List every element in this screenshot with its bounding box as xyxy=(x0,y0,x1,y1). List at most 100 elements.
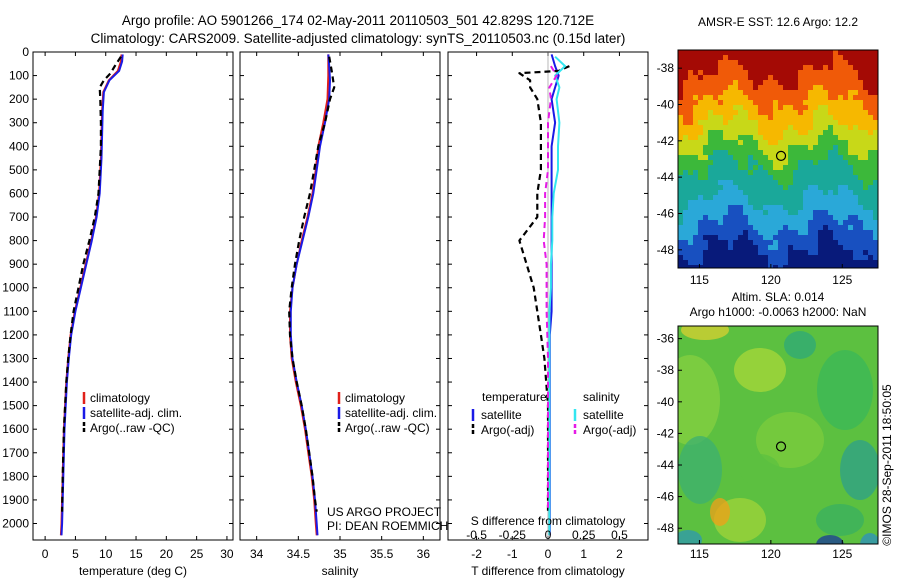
sst-cell xyxy=(733,60,738,65)
sst-cell xyxy=(783,235,788,240)
sst-cell xyxy=(793,50,798,55)
sst-cell xyxy=(683,140,688,145)
sst-cell xyxy=(838,205,843,210)
sst-cell xyxy=(718,135,723,140)
sst-cell xyxy=(698,60,703,65)
sst-cell xyxy=(793,185,798,190)
sst-cell xyxy=(678,155,683,160)
sst-cell xyxy=(718,220,723,225)
sst-cell xyxy=(848,110,853,115)
sst-cell xyxy=(813,100,818,105)
sst-cell xyxy=(828,75,833,80)
sst-cell xyxy=(863,120,868,125)
y-tick-label: -38 xyxy=(657,363,675,377)
sst-cell xyxy=(833,175,838,180)
sst-cell xyxy=(873,210,878,215)
sst-cell xyxy=(743,235,748,240)
sst-cell xyxy=(778,135,783,140)
sst-cell xyxy=(813,110,818,115)
sst-cell xyxy=(688,170,693,175)
sst-cell xyxy=(853,90,858,95)
sst-cell xyxy=(873,125,878,130)
sst-cell xyxy=(873,235,878,240)
sst-cell xyxy=(798,220,803,225)
x-tick-label: -1 xyxy=(507,547,518,561)
sst-cell xyxy=(728,140,733,145)
x-tick-label: 34.5 xyxy=(287,547,311,561)
sst-cell xyxy=(768,55,773,60)
sst-cell xyxy=(773,185,778,190)
sst-cell xyxy=(793,135,798,140)
sst-cell xyxy=(848,235,853,240)
sst-cell xyxy=(738,85,743,90)
sst-cell xyxy=(773,125,778,130)
sst-cell xyxy=(818,140,823,145)
sst-cell xyxy=(823,135,828,140)
sst-cell xyxy=(838,110,843,115)
map-field xyxy=(678,50,878,268)
sst-cell xyxy=(793,265,798,268)
sst-cell xyxy=(758,115,763,120)
legend-entry: Argo(..raw -QC) xyxy=(345,421,430,435)
sst-cell xyxy=(808,65,813,70)
sst-cell xyxy=(828,70,833,75)
sst-cell xyxy=(808,235,813,240)
sst-cell xyxy=(833,235,838,240)
sst-cell xyxy=(823,180,828,185)
sst-cell xyxy=(823,205,828,210)
x-tick-label: 5 xyxy=(72,547,79,561)
sst-cell xyxy=(678,235,683,240)
sst-cell xyxy=(758,145,763,150)
sst-cell xyxy=(803,100,808,105)
sst-cell xyxy=(803,230,808,235)
sst-cell xyxy=(858,255,863,260)
sst-cell xyxy=(798,50,803,55)
sst-cell xyxy=(863,220,868,225)
figure-title-line-2: Climatology: CARS2009. Satellite-adjuste… xyxy=(91,31,626,46)
sst-cell xyxy=(868,265,873,268)
sst-cell xyxy=(873,110,878,115)
sst-cell xyxy=(868,230,873,235)
sst-cell xyxy=(763,210,768,215)
sst-cell xyxy=(713,195,718,200)
sst-cell xyxy=(773,240,778,245)
sst-cell xyxy=(703,235,708,240)
sst-cell xyxy=(818,155,823,160)
sst-cell xyxy=(773,120,778,125)
sst-cell xyxy=(698,185,703,190)
sst-cell xyxy=(873,225,878,230)
sst-cell xyxy=(813,150,818,155)
sst-cell xyxy=(828,255,833,260)
sst-cell xyxy=(708,160,713,165)
sst-cell xyxy=(813,220,818,225)
watermark: ©IMOS 28-Sep-2011 18:50:05 xyxy=(880,384,894,546)
sst-cell xyxy=(713,95,718,100)
sst-cell xyxy=(808,195,813,200)
sst-cell xyxy=(683,120,688,125)
sst-cell xyxy=(728,260,733,265)
sst-cell xyxy=(728,100,733,105)
sst-cell xyxy=(708,130,713,135)
sst-cell xyxy=(693,205,698,210)
sst-cell xyxy=(793,240,798,245)
sst-cell xyxy=(853,80,858,85)
sst-cell xyxy=(868,195,873,200)
sst-cell xyxy=(753,170,758,175)
sst-cell xyxy=(753,105,758,110)
sst-cell xyxy=(683,135,688,140)
sst-cell xyxy=(703,260,708,265)
sst-cell xyxy=(768,80,773,85)
sst-cell xyxy=(828,100,833,105)
sst-cell xyxy=(793,225,798,230)
sst-cell xyxy=(688,60,693,65)
sst-cell xyxy=(773,260,778,265)
secondary-x-tick-label: -0.5 xyxy=(466,528,487,542)
sst-cell xyxy=(708,55,713,60)
sst-cell xyxy=(678,105,683,110)
sst-cell xyxy=(798,255,803,260)
sst-cell xyxy=(843,150,848,155)
sst-cell xyxy=(853,165,858,170)
sst-cell xyxy=(788,55,793,60)
sst-cell xyxy=(713,110,718,115)
